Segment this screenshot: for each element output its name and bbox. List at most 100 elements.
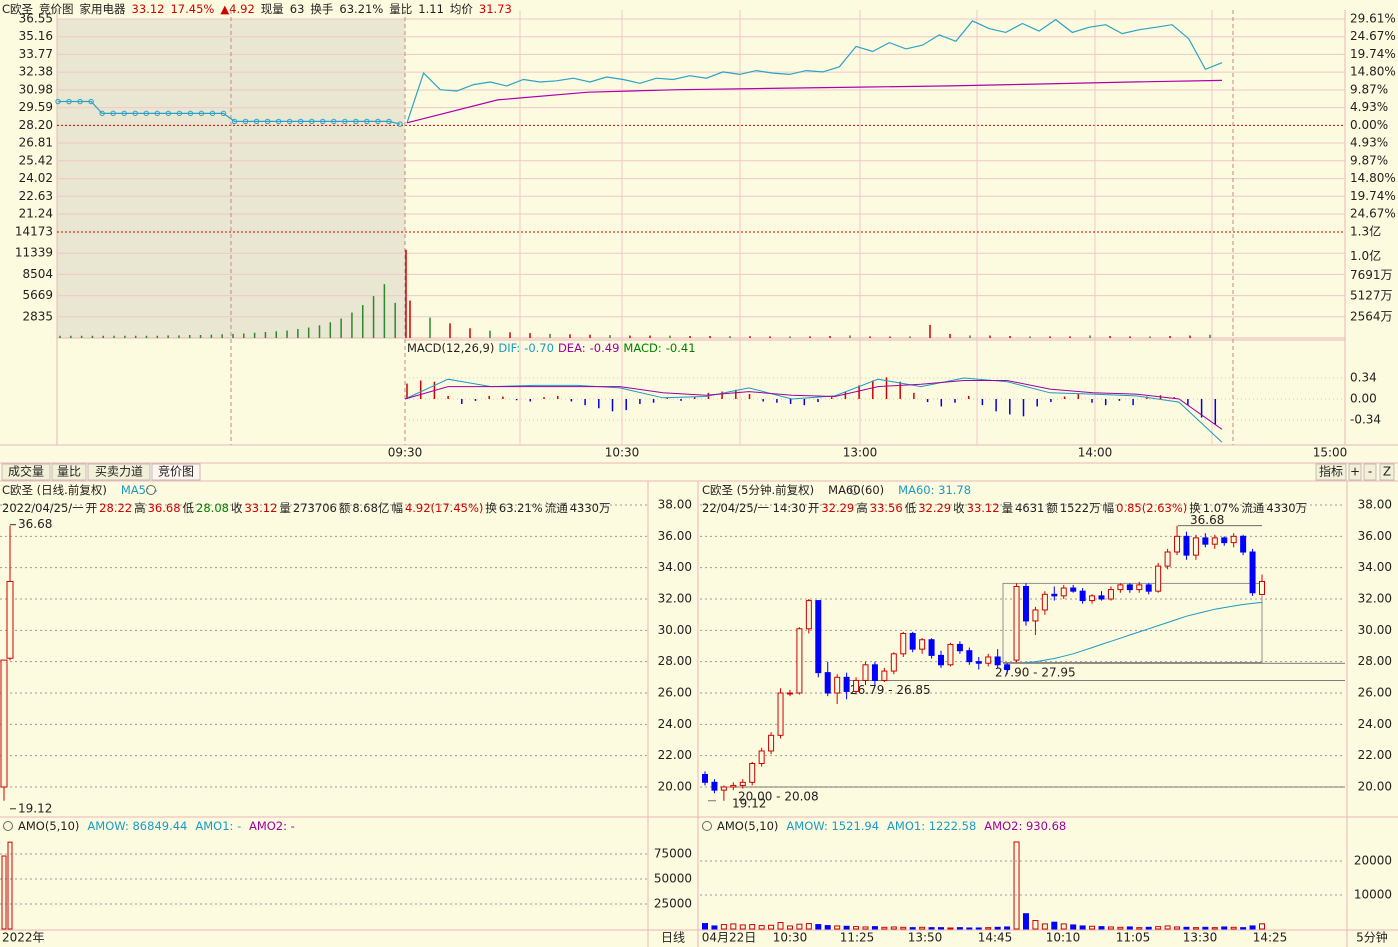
candle-body xyxy=(909,632,916,650)
panel-info-part: 4330万 xyxy=(570,501,611,515)
pct-tick-label: 29.61% xyxy=(1350,12,1396,26)
tab[interactable] xyxy=(87,463,151,481)
price-tick-label: 26.00 xyxy=(1358,686,1392,700)
amo-bar xyxy=(796,923,803,930)
quote-part: 均价 xyxy=(450,2,473,16)
price-tick-label: 30.00 xyxy=(658,623,692,637)
candle-body xyxy=(1107,589,1114,600)
amo-bar xyxy=(749,924,756,930)
macd-tick-label: 0.00 xyxy=(1350,392,1377,406)
candle-body xyxy=(834,676,841,694)
macd-title-part: DIF: xyxy=(498,341,520,355)
candle-body xyxy=(853,679,860,692)
frame xyxy=(0,10,1398,947)
tool-label: Z xyxy=(1383,465,1391,479)
pct-tick-label: 9.87% xyxy=(1350,153,1388,167)
macd-title-part: -0.49 xyxy=(590,341,620,355)
panel-info-part: 1522万 xyxy=(1060,501,1101,515)
macd-tick-label: -0.34 xyxy=(1350,413,1381,427)
candle-body xyxy=(1013,585,1020,661)
price-tick-label: 36.00 xyxy=(1358,529,1392,543)
auction-price-dot xyxy=(77,98,83,105)
price-tick-label: 24.00 xyxy=(1358,717,1392,731)
price-tick-label: 28.00 xyxy=(658,654,692,668)
auction-price-dot xyxy=(320,118,326,125)
price-tick-label: 38.00 xyxy=(1358,498,1392,512)
candle-body xyxy=(1079,590,1086,602)
tab-label: 量比 xyxy=(57,465,81,479)
amo-title-part: AMOW: 86849.44 xyxy=(87,819,187,833)
tool-button[interactable] xyxy=(1348,463,1362,481)
auction-price-dot xyxy=(220,110,227,117)
panel-info: 22/04/25/一 14:30 开 32.29 高 33.56 低 32.29 收 33.12… xyxy=(702,501,1307,515)
auction-price-dot xyxy=(55,98,61,105)
quote-part: 17.45% xyxy=(170,2,214,16)
candle-body xyxy=(1041,593,1048,611)
amo-title: AMO(5,10) AMOW: 1521.94 AMO1: 1222.58 AMO2:… xyxy=(717,819,1066,833)
quote-part: 33.12 xyxy=(132,2,165,16)
volume-tick-label: 2835 xyxy=(22,309,53,323)
amo-bar xyxy=(758,925,765,930)
volume-right-tick-label: 1.0亿 xyxy=(1350,248,1381,263)
price-tick-label: 25.42 xyxy=(19,153,53,167)
quote-part: 31.73 xyxy=(479,2,512,16)
tab-label: 成交量 xyxy=(8,464,44,479)
price-tick-label: 34.00 xyxy=(658,560,692,574)
annotation-label: 26.79 - 26.85 xyxy=(850,683,931,697)
panel-info-part: 33.56 xyxy=(870,501,903,515)
auction-price-dot xyxy=(99,110,105,117)
tool-button[interactable] xyxy=(1363,463,1377,481)
time-label: 10:30 xyxy=(605,446,640,460)
candle-body xyxy=(1126,584,1133,591)
price-tick-label: 32.00 xyxy=(658,592,692,606)
candle-body xyxy=(786,692,793,695)
tool-button[interactable] xyxy=(1315,463,1347,481)
amo-bar xyxy=(862,926,869,930)
panel-info-part: 流通 xyxy=(1241,501,1264,515)
amo-bar xyxy=(1164,925,1171,930)
panel-info-part: 63.21% xyxy=(499,501,543,515)
price-tick-label: 22.00 xyxy=(1358,748,1392,762)
tab[interactable] xyxy=(51,463,87,481)
panel-title-part: C欧圣 (日线.前复权) xyxy=(2,483,107,497)
price-tick-label: 21.24 xyxy=(19,207,53,221)
amo-bar xyxy=(928,927,935,930)
amo-bar xyxy=(1183,926,1190,930)
x-label: 11:05 xyxy=(1116,931,1151,945)
annotation-label: 36.68 xyxy=(1190,513,1224,527)
annotation-label: 20.00 - 20.08 xyxy=(738,790,819,804)
amo-bar xyxy=(739,924,746,930)
tool-button[interactable] xyxy=(1379,463,1395,481)
candle-body xyxy=(1145,584,1152,592)
candle-body xyxy=(1221,537,1228,544)
candle-body xyxy=(739,781,746,786)
candle-body xyxy=(956,643,963,652)
amo-bar xyxy=(947,927,954,930)
amo-bar xyxy=(805,923,812,930)
panel-info-part: 幅 xyxy=(391,501,403,515)
auction-price-dot xyxy=(132,110,138,117)
tab[interactable] xyxy=(151,463,201,481)
volume-tick-label: 8504 xyxy=(22,267,53,281)
candle-body xyxy=(1060,587,1067,597)
auction-price-dot xyxy=(242,118,249,125)
auction-price-dot xyxy=(353,118,359,125)
price-tick-label: 30.98 xyxy=(19,82,53,96)
macd-title: MACD(12,26,9) DIF: -0.70 DEA: -0.49 MACD: -0.4… xyxy=(407,341,696,355)
candle-body xyxy=(938,654,945,666)
auction-price-dot xyxy=(143,110,149,117)
amo-bar xyxy=(966,927,973,930)
panel-info-part: 28.22 xyxy=(99,501,132,515)
panel-info-part: 0.85(2.63%) xyxy=(1116,501,1187,515)
tool-label: - xyxy=(1368,465,1372,479)
volume-tick-label: 5669 xyxy=(22,288,53,302)
candle-body xyxy=(796,628,803,694)
auction-price-dot xyxy=(309,118,315,125)
amo-title-part: AMO2: - xyxy=(249,819,295,833)
avg-price-line xyxy=(406,79,1223,124)
pct-tick-label: 24.67% xyxy=(1350,29,1396,43)
amo-bar xyxy=(909,927,916,930)
candle-body xyxy=(758,750,765,765)
price-tick-label: 24.02 xyxy=(19,171,53,185)
tab[interactable] xyxy=(1,463,51,481)
